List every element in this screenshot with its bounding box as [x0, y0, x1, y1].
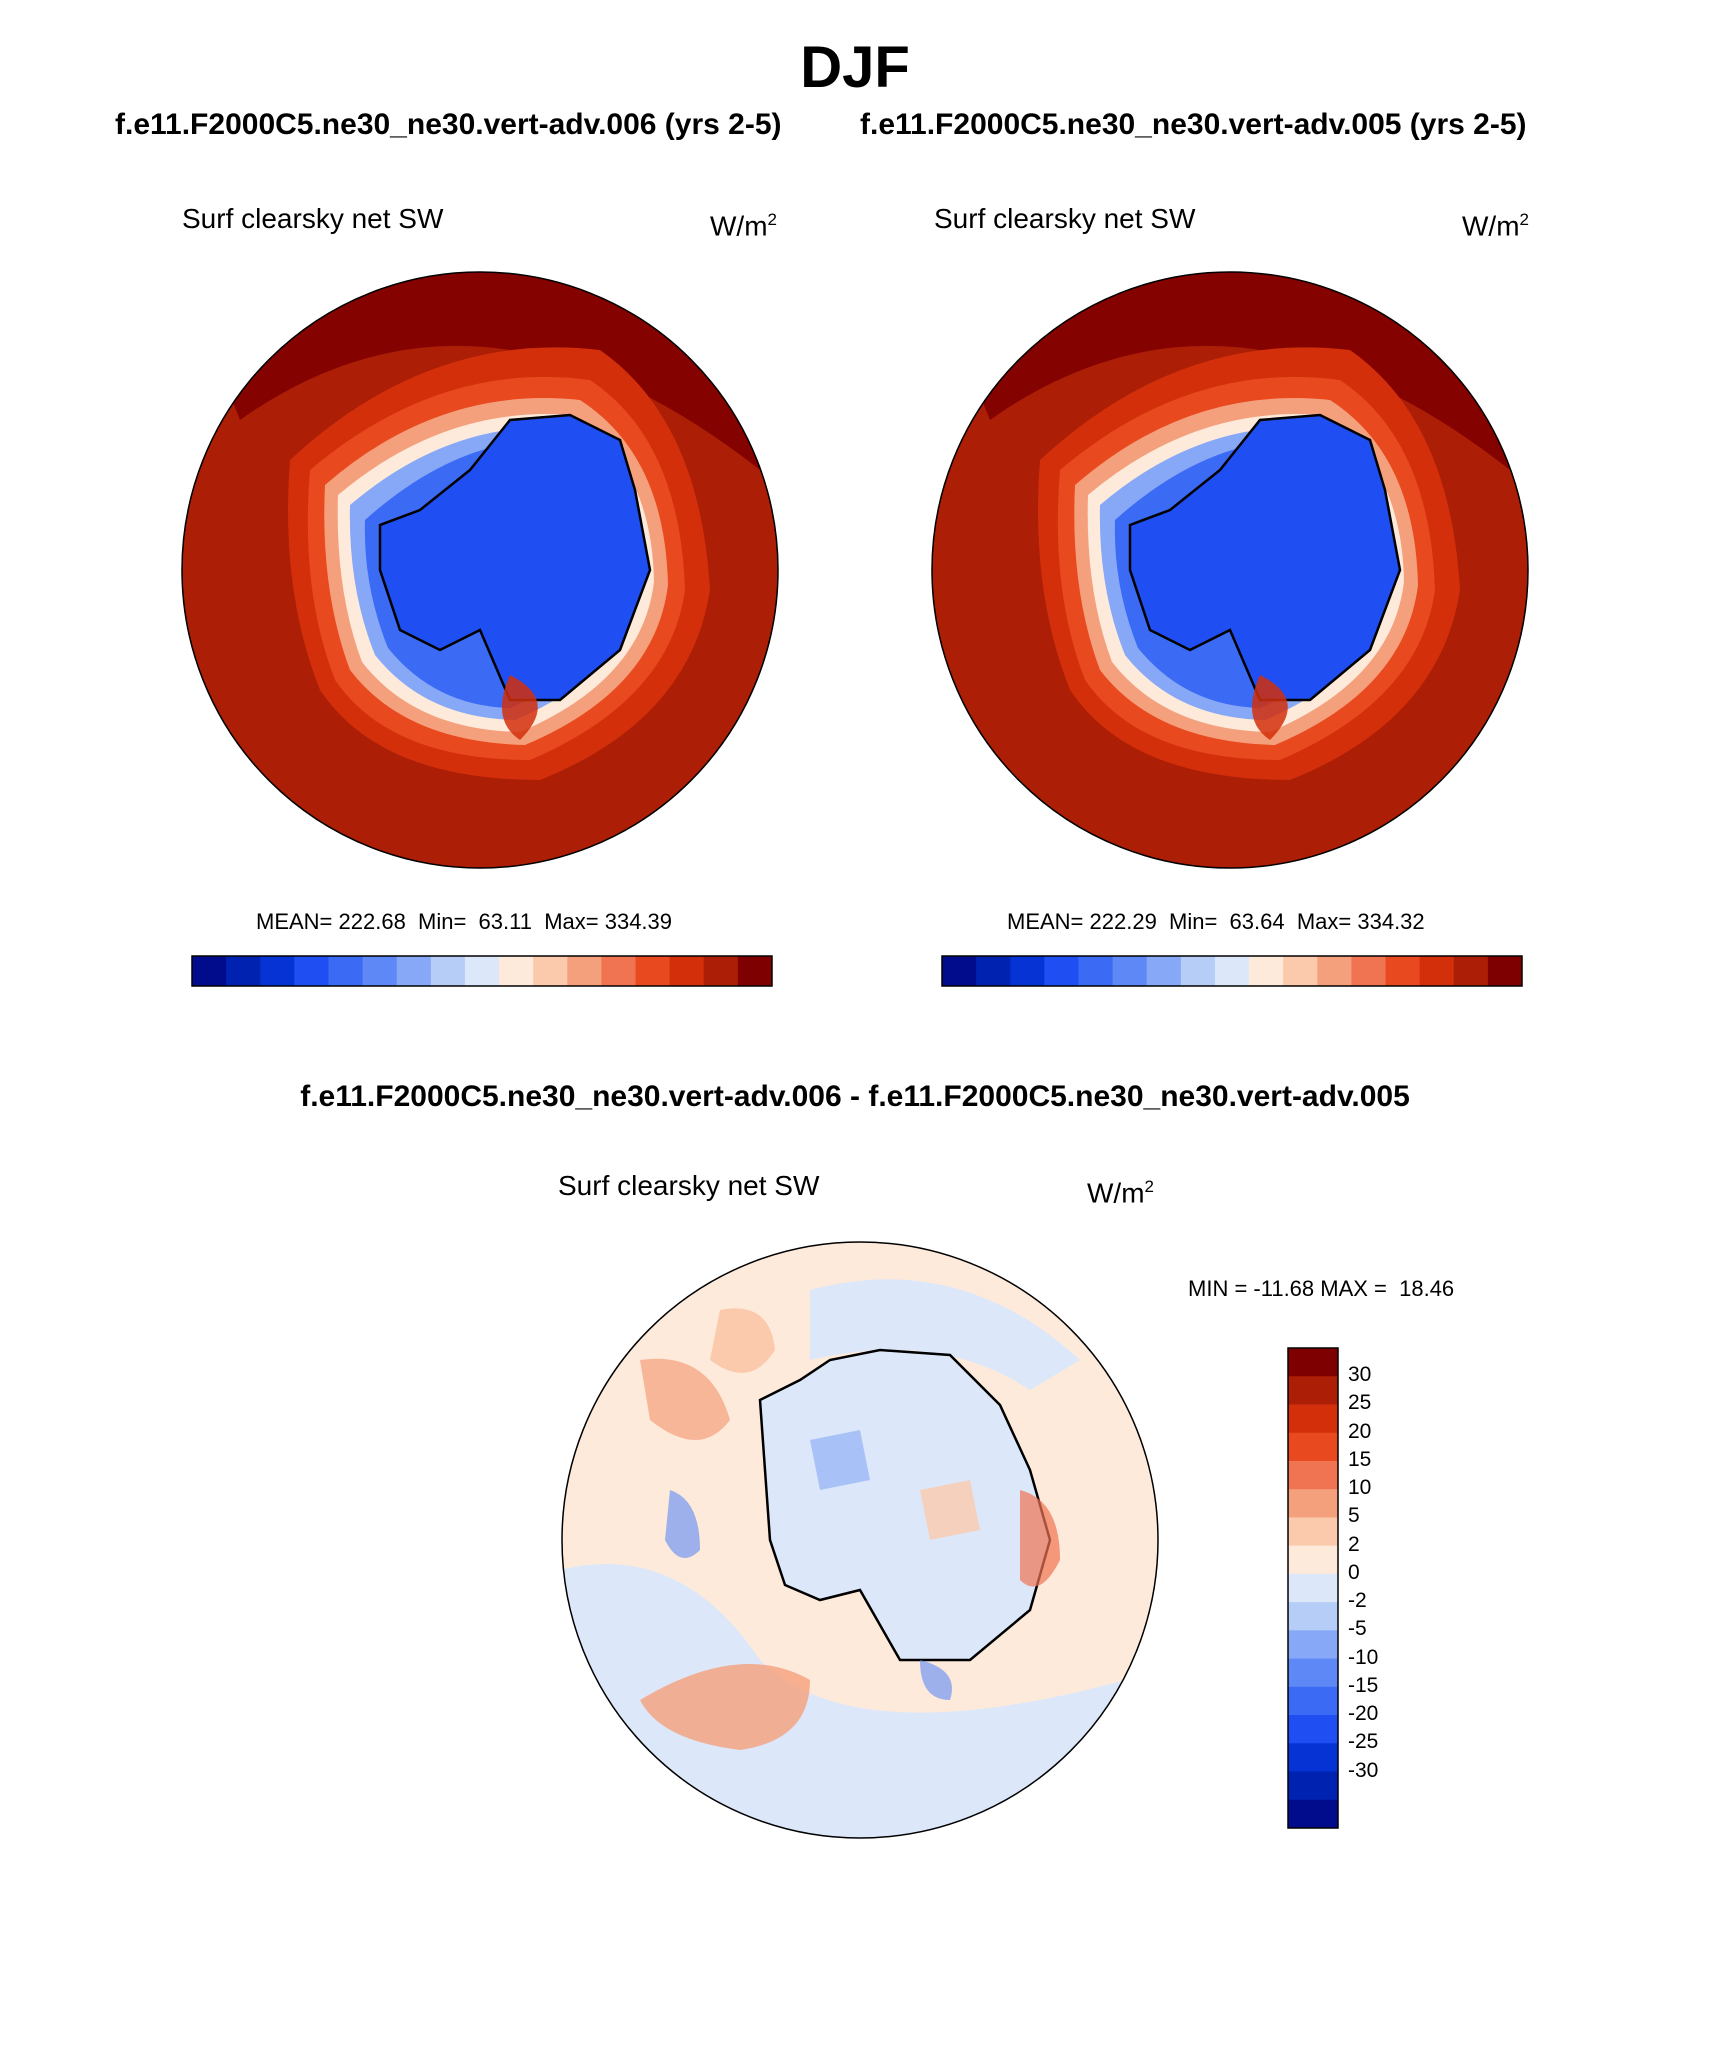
colorbar-swatch: [976, 956, 1011, 986]
colorbar-swatch: [1288, 1376, 1338, 1405]
colorbar-swatch: [1010, 956, 1045, 986]
colorbar-swatch: [328, 956, 364, 986]
colorbar-swatch: [1419, 956, 1455, 986]
colorbar-swatch: [601, 956, 637, 986]
colorbar-tick-label: 10: [1348, 1476, 1372, 1500]
right-units: W/m2: [1462, 210, 1529, 242]
colorbar-swatch: [1078, 956, 1114, 986]
colorbar-swatch: [1283, 956, 1318, 986]
colorbar-swatch: [499, 956, 534, 986]
diff-stats: MIN = -11.68 MAX = 18.46: [1188, 1276, 1455, 1301]
right-colorbar-ticks: [942, 996, 1522, 1024]
colorbar-swatch: [1214, 956, 1250, 986]
colorbar-swatch: [1351, 956, 1387, 986]
colorbar-tick-label: 15: [1348, 1447, 1372, 1471]
colorbar-swatch: [669, 956, 705, 986]
colorbar-swatch: [942, 956, 977, 986]
colorbar-swatch: [1288, 1573, 1338, 1603]
case-b-title: f.e11.F2000C5.ne30_ne30.vert-adv.005 (yr…: [860, 108, 1527, 141]
left-variable-label: Surf clearsky net SW: [182, 203, 444, 234]
colorbar-swatch: [1288, 1460, 1338, 1490]
colorbar-swatch: [1112, 956, 1148, 986]
colorbar-swatch: [1288, 1517, 1338, 1547]
colorbar-swatch: [1487, 956, 1523, 986]
diff-units: W/m2: [1087, 1177, 1154, 1209]
case-a-title: f.e11.F2000C5.ne30_ne30.vert-adv.006 (yr…: [115, 108, 782, 141]
colorbar-border: [191, 955, 773, 987]
colorbar-tick-label: 30: [1348, 1363, 1372, 1387]
colorbar-swatch: [1249, 956, 1284, 986]
colorbar-swatch: [1453, 956, 1489, 986]
colorbar-swatch: [1288, 1489, 1338, 1518]
colorbar-tick-label: -25: [1348, 1730, 1379, 1754]
right-stats: MEAN= 222.29 Min= 63.64 Max= 334.32: [1007, 909, 1425, 934]
left-colorbar: [191, 955, 773, 987]
right-colorbar: [941, 955, 1523, 987]
colorbar-border: [1287, 1347, 1339, 1829]
colorbar-tick-label: -2: [1348, 1589, 1367, 1613]
colorbar-swatch: [1288, 1686, 1338, 1716]
colorbar-swatch: [1288, 1348, 1338, 1377]
colorbar-tick-label: 20: [1348, 1419, 1372, 1443]
colorbar-swatch: [1317, 956, 1352, 986]
colorbar-swatch: [567, 956, 602, 986]
left-stats: MEAN= 222.68 Min= 63.11 Max= 334.39: [256, 909, 673, 934]
colorbar-swatch: [1288, 1602, 1338, 1631]
colorbar-swatch: [226, 956, 261, 986]
left-colorbar-ticks: [192, 996, 772, 1024]
colorbar-swatch: [1288, 1715, 1338, 1744]
right-variable-label: Surf clearsky net SW: [934, 203, 1196, 234]
colorbar-swatch: [1180, 956, 1216, 986]
diff-colorbar-ticks: 30 25 20 15 10 5 2 0 -2 -5 -10 -15 -20 -25 -30: [1348, 1348, 1428, 1828]
colorbar-tick-label: 5: [1348, 1504, 1360, 1528]
colorbar-tick-label: 0: [1348, 1560, 1360, 1584]
colorbar-swatch: [1288, 1630, 1338, 1660]
colorbar-swatch: [294, 956, 329, 986]
colorbar-swatch: [1288, 1771, 1338, 1801]
colorbar-swatch: [192, 956, 227, 986]
colorbar-swatch: [1288, 1432, 1338, 1462]
colorbar-tick-label: -10: [1348, 1645, 1379, 1669]
diff-colorbar: [1287, 1347, 1339, 1829]
diff-variable-label: Surf clearsky net SW: [558, 1170, 820, 1201]
colorbar-tick-label: -30: [1348, 1758, 1379, 1782]
colorbar-swatch: [737, 956, 773, 986]
season-title: DJF: [800, 35, 910, 100]
colorbar-tick-label: 2: [1348, 1532, 1360, 1556]
colorbar-swatch: [533, 956, 568, 986]
colorbar-swatch: [1288, 1404, 1338, 1434]
colorbar-swatch: [1288, 1743, 1338, 1773]
colorbar-tick-label: -5: [1348, 1617, 1367, 1641]
colorbar-swatch: [430, 956, 466, 986]
colorbar-tick-label: 25: [1348, 1391, 1372, 1415]
colorbar-swatch: [1288, 1545, 1338, 1575]
colorbar-swatch: [1288, 1799, 1338, 1829]
colorbar-swatch: [464, 956, 500, 986]
colorbar-swatch: [396, 956, 432, 986]
colorbar-swatch: [1044, 956, 1079, 986]
colorbar-swatch: [1288, 1658, 1338, 1688]
colorbar-swatch: [703, 956, 739, 986]
colorbar-tick-label: -15: [1348, 1673, 1379, 1697]
colorbar-tick-label: -20: [1348, 1702, 1379, 1726]
colorbar-swatch: [260, 956, 295, 986]
left-units: W/m2: [710, 210, 777, 242]
right-polar-map: [931, 271, 1529, 869]
left-polar-map: [181, 271, 779, 869]
difference-polar-map: [561, 1241, 1159, 1839]
colorbar-swatch: [1385, 956, 1421, 986]
colorbar-swatch: [1146, 956, 1182, 986]
colorbar-swatch: [362, 956, 398, 986]
difference-title: f.e11.F2000C5.ne30_ne30.vert-adv.006 - f…: [300, 1080, 1410, 1113]
colorbar-swatch: [635, 956, 671, 986]
colorbar-border: [941, 955, 1523, 987]
